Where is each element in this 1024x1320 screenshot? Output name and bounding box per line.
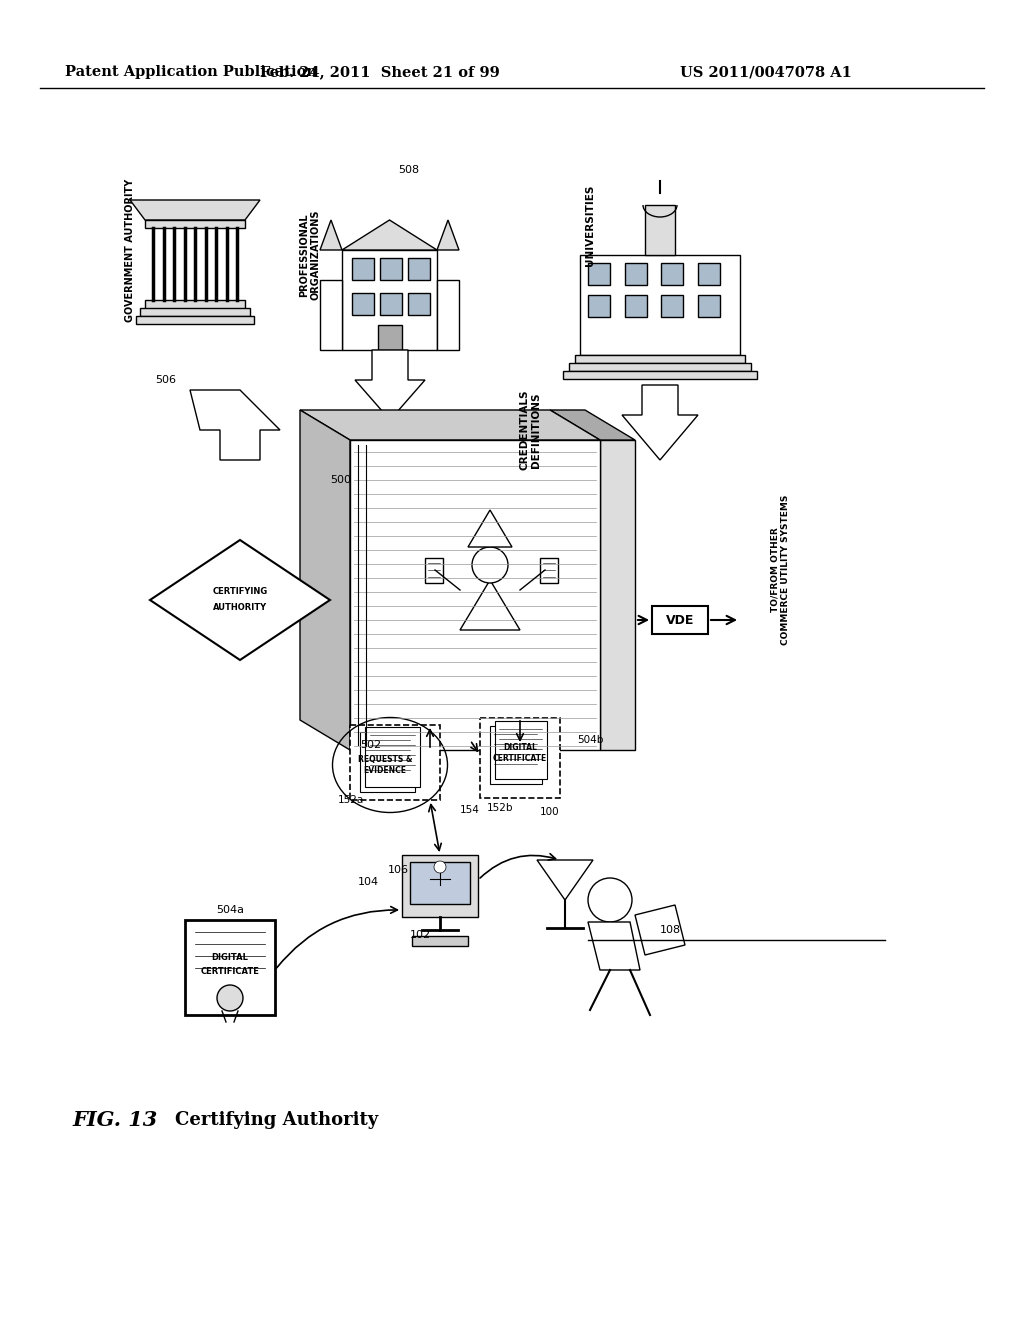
Polygon shape (150, 540, 330, 660)
Polygon shape (130, 201, 260, 220)
Text: 500: 500 (330, 475, 351, 484)
FancyBboxPatch shape (563, 371, 757, 379)
Text: US 2011/0047078 A1: US 2011/0047078 A1 (680, 65, 852, 79)
FancyBboxPatch shape (698, 294, 720, 317)
FancyBboxPatch shape (140, 308, 250, 315)
Text: 152a: 152a (338, 795, 365, 805)
FancyBboxPatch shape (185, 920, 275, 1015)
FancyBboxPatch shape (569, 363, 751, 371)
Text: 100: 100 (540, 807, 560, 817)
Circle shape (217, 985, 243, 1011)
Polygon shape (468, 510, 512, 546)
Text: 154: 154 (460, 805, 480, 814)
Polygon shape (319, 220, 342, 249)
Polygon shape (537, 861, 593, 900)
Polygon shape (355, 350, 425, 420)
Text: 504b: 504b (577, 735, 603, 744)
FancyBboxPatch shape (352, 257, 374, 280)
Text: Patent Application Publication: Patent Application Publication (65, 65, 317, 79)
FancyBboxPatch shape (588, 294, 610, 317)
FancyBboxPatch shape (380, 257, 402, 280)
Text: CERTIFYING: CERTIFYING (212, 587, 267, 597)
FancyBboxPatch shape (540, 558, 558, 583)
FancyBboxPatch shape (145, 300, 245, 310)
Text: GOVERNMENT AUTHORITY: GOVERNMENT AUTHORITY (125, 178, 135, 322)
FancyBboxPatch shape (425, 558, 443, 583)
FancyBboxPatch shape (410, 862, 470, 904)
Polygon shape (460, 579, 520, 630)
Text: 508: 508 (398, 165, 419, 176)
FancyBboxPatch shape (408, 257, 430, 280)
Text: 506: 506 (155, 375, 176, 385)
FancyBboxPatch shape (350, 440, 600, 750)
Text: 504a: 504a (216, 906, 244, 915)
FancyBboxPatch shape (580, 255, 740, 355)
FancyBboxPatch shape (495, 721, 547, 779)
FancyBboxPatch shape (698, 263, 720, 285)
Text: DIGITAL
CERTIFICATE: DIGITAL CERTIFICATE (493, 743, 547, 763)
FancyBboxPatch shape (490, 726, 542, 784)
Circle shape (434, 861, 446, 873)
Circle shape (588, 878, 632, 921)
Text: FIG. 13: FIG. 13 (72, 1110, 158, 1130)
Polygon shape (190, 389, 280, 459)
Polygon shape (550, 411, 635, 440)
Text: UNIVERSITIES: UNIVERSITIES (585, 185, 595, 265)
FancyBboxPatch shape (625, 263, 647, 285)
Text: 152b: 152b (487, 803, 513, 813)
Polygon shape (588, 921, 640, 970)
Polygon shape (437, 220, 459, 249)
FancyBboxPatch shape (319, 280, 342, 350)
FancyBboxPatch shape (645, 205, 675, 255)
Text: TO/FROM OTHER
COMMERCE UTILITY SYSTEMS: TO/FROM OTHER COMMERCE UTILITY SYSTEMS (770, 495, 790, 645)
FancyBboxPatch shape (625, 294, 647, 317)
FancyBboxPatch shape (352, 293, 374, 315)
FancyBboxPatch shape (365, 727, 420, 787)
Text: CREDENTIALS
DEFINITIONS: CREDENTIALS DEFINITIONS (519, 389, 541, 470)
FancyBboxPatch shape (412, 936, 468, 946)
FancyBboxPatch shape (342, 249, 437, 350)
FancyBboxPatch shape (378, 325, 402, 350)
Polygon shape (342, 220, 437, 249)
FancyBboxPatch shape (402, 855, 478, 917)
FancyBboxPatch shape (145, 220, 245, 228)
FancyBboxPatch shape (662, 263, 683, 285)
FancyBboxPatch shape (437, 280, 459, 350)
FancyBboxPatch shape (350, 725, 440, 800)
Polygon shape (635, 906, 685, 954)
FancyBboxPatch shape (588, 263, 610, 285)
FancyBboxPatch shape (575, 355, 745, 363)
Text: DIGITAL: DIGITAL (212, 953, 249, 962)
FancyBboxPatch shape (136, 315, 254, 323)
Polygon shape (300, 411, 350, 750)
Text: AUTHORITY: AUTHORITY (213, 603, 267, 612)
FancyBboxPatch shape (360, 733, 415, 792)
Text: 502: 502 (360, 741, 381, 750)
Text: 108: 108 (660, 925, 681, 935)
Text: PROFESSIONAL
ORGANIZATIONS: PROFESSIONAL ORGANIZATIONS (299, 210, 321, 300)
Polygon shape (622, 385, 698, 459)
FancyBboxPatch shape (600, 440, 635, 750)
FancyBboxPatch shape (408, 293, 430, 315)
Text: CERTIFICATE: CERTIFICATE (201, 968, 259, 977)
Text: VDE: VDE (666, 614, 694, 627)
Text: Certifying Authority: Certifying Authority (175, 1111, 378, 1129)
Polygon shape (300, 411, 600, 440)
Text: 104: 104 (358, 876, 379, 887)
Text: 102: 102 (410, 931, 431, 940)
FancyBboxPatch shape (380, 293, 402, 315)
FancyBboxPatch shape (480, 718, 560, 799)
Text: Feb. 24, 2011  Sheet 21 of 99: Feb. 24, 2011 Sheet 21 of 99 (260, 65, 500, 79)
FancyBboxPatch shape (652, 606, 708, 634)
Text: REQUESTS &
EVIDENCE: REQUESTS & EVIDENCE (357, 755, 413, 775)
FancyBboxPatch shape (662, 294, 683, 317)
Text: 106: 106 (388, 865, 409, 875)
Circle shape (472, 546, 508, 583)
